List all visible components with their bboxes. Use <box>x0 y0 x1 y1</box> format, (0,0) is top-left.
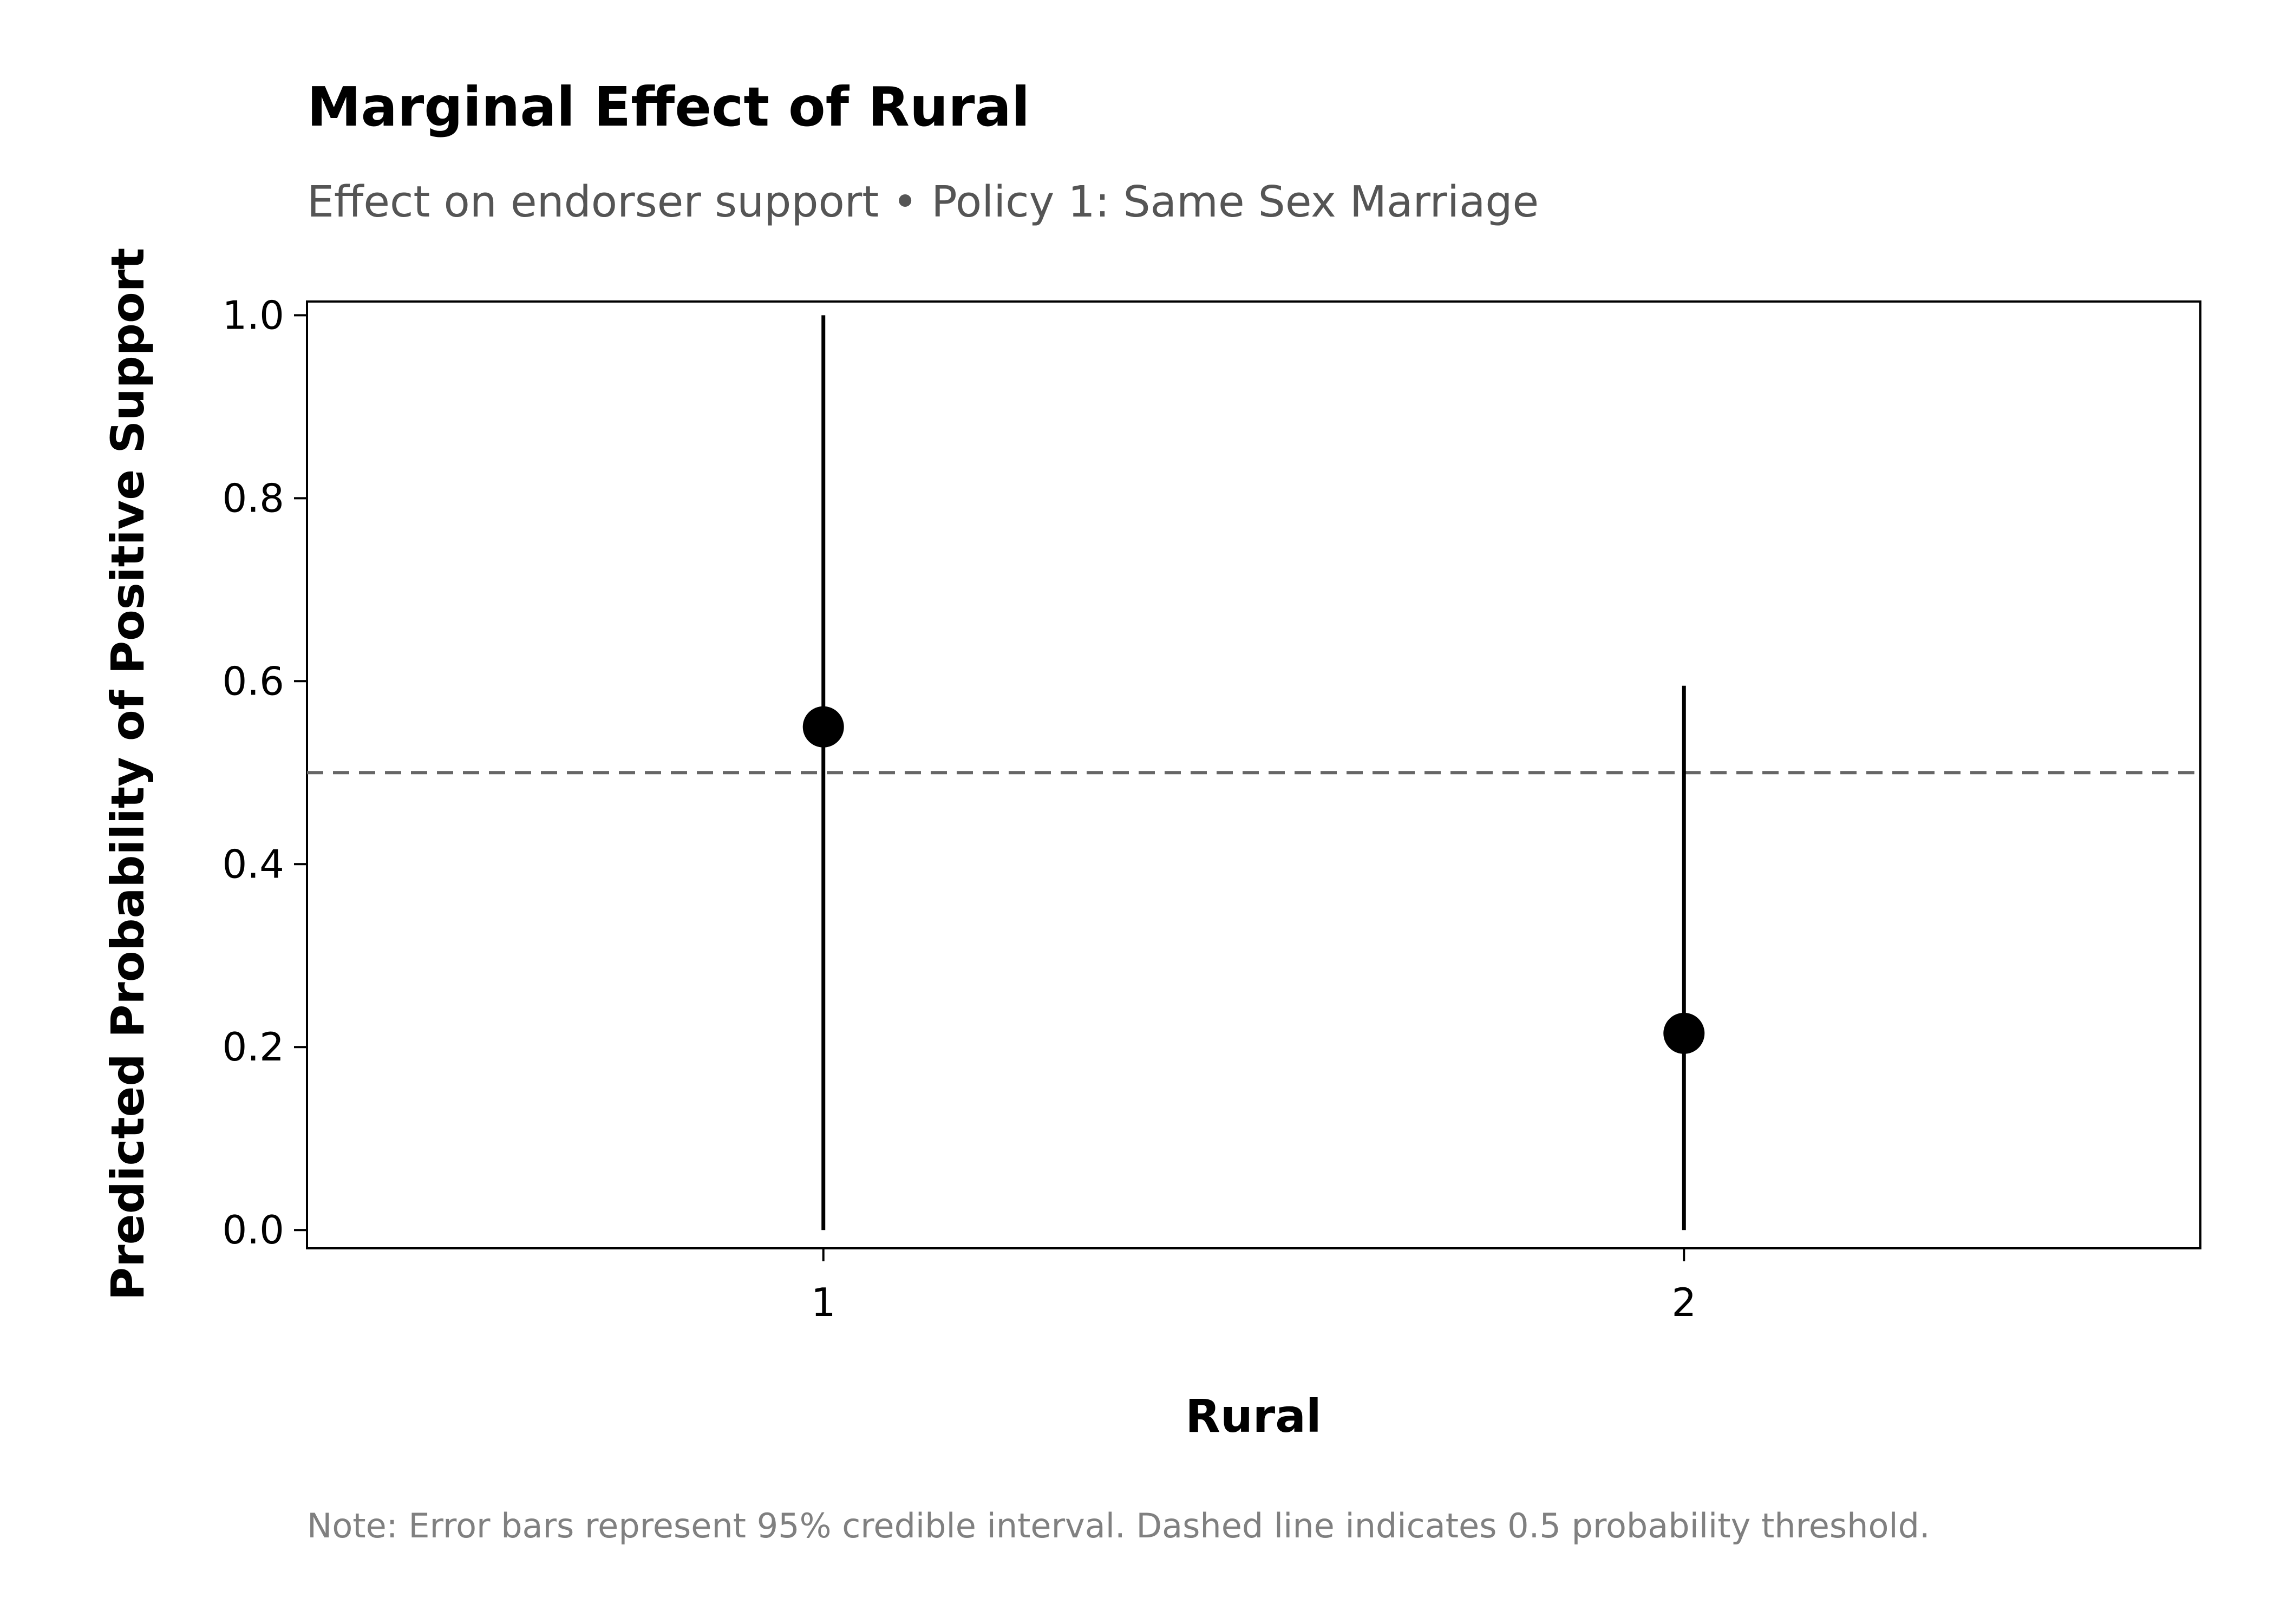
chart-title: Marginal Effect of Rural <box>307 75 1030 139</box>
y-tick-label: 0.8 <box>222 475 284 521</box>
y-axis: 0.0 0.2 0.4 0.6 0.8 1.0 <box>222 292 307 1253</box>
chart-subtitle: Effect on endorser support • Policy 1: S… <box>307 177 1539 227</box>
y-tick-label: 0.6 <box>222 658 284 704</box>
x-axis-title: Rural <box>1185 1390 1321 1443</box>
y-tick-label: 0.4 <box>222 841 284 887</box>
chart-note: Note: Error bars represent 95% credible … <box>307 1506 1930 1546</box>
y-axis-title: Predicted Probability of Positive Suppor… <box>101 248 154 1301</box>
y-tick-label: 0.0 <box>222 1207 284 1253</box>
data-point <box>1663 1012 1705 1054</box>
y-tick-label: 0.2 <box>222 1024 284 1070</box>
y-tick-label: 1.0 <box>222 292 284 338</box>
x-tick-label: 1 <box>811 1280 836 1325</box>
x-tick-label: 2 <box>1671 1280 1696 1325</box>
plot-area-frame <box>306 300 2201 1249</box>
data-marks <box>802 315 1705 1230</box>
data-point <box>802 706 844 748</box>
